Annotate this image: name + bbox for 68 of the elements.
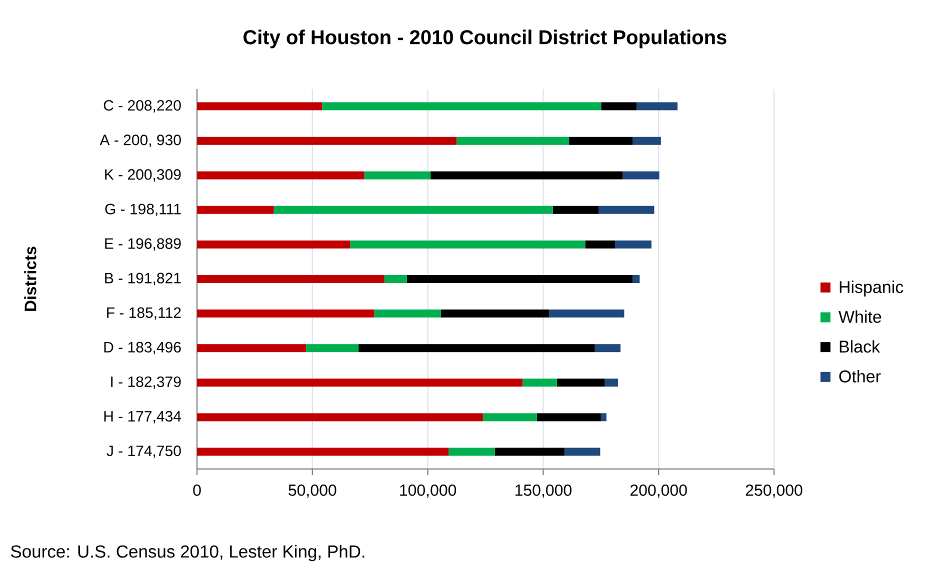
bar	[197, 310, 374, 318]
bar	[632, 136, 661, 145]
bar	[197, 171, 364, 180]
y-tick-label: J - 174,750	[106, 446, 181, 458]
bar	[322, 102, 602, 110]
bar	[430, 171, 623, 180]
bar	[384, 275, 407, 284]
bar	[600, 413, 606, 422]
chart-title: City of Houston - 2010 Council District Populations	[244, 30, 726, 48]
bar	[632, 275, 640, 284]
legend-label: Other	[839, 370, 881, 382]
y-tick-label: F - 185,112	[107, 307, 181, 320]
x-tick-label: 100,000	[400, 484, 456, 498]
bar	[482, 413, 537, 422]
legend-label: Hispanic	[840, 280, 904, 296]
bar	[197, 240, 350, 248]
bar	[548, 310, 624, 318]
y-axis-title: Districts	[24, 246, 36, 311]
bar	[358, 344, 595, 352]
x-tick-label: 200,000	[630, 484, 687, 498]
bar	[448, 448, 495, 456]
bar	[585, 240, 615, 248]
bar	[406, 275, 633, 284]
bar	[197, 344, 306, 352]
bar	[197, 206, 274, 214]
bar	[604, 378, 618, 387]
bar	[494, 448, 564, 456]
bar	[197, 448, 449, 456]
bar	[556, 378, 605, 387]
bar	[306, 344, 359, 352]
bar	[197, 136, 457, 145]
y-tick-label: H - 177,434	[104, 410, 182, 424]
bar	[598, 206, 654, 214]
y-tick-label: D - 183,496	[104, 342, 181, 354]
bar	[197, 102, 322, 110]
bar	[456, 136, 570, 145]
bar	[552, 206, 599, 214]
y-tick-label: C - 208,220	[104, 100, 181, 112]
bar	[197, 413, 483, 422]
bar	[536, 413, 601, 422]
y-tick-label: A - 200, 930	[100, 134, 181, 148]
x-tick-label: 0	[193, 484, 201, 496]
y-tick-label: K - 200,309	[105, 169, 181, 182]
bar	[197, 378, 523, 387]
bar	[440, 310, 549, 318]
source-note: Source: U.S. Census 2010, Lester King, PhD.	[10, 544, 364, 562]
x-tick-label: 150,000	[516, 484, 572, 498]
x-tick-label: 50,000	[288, 484, 336, 498]
bar	[364, 171, 431, 180]
bar	[569, 136, 633, 145]
bar	[564, 448, 600, 456]
bar	[274, 206, 553, 214]
y-tick-label: B - 191,821	[105, 272, 181, 286]
bar	[622, 171, 660, 180]
y-tick-label: G - 198,111	[105, 204, 181, 216]
bar	[601, 102, 637, 110]
legend-label: White	[838, 310, 882, 323]
bar	[374, 310, 441, 318]
bar	[350, 240, 586, 248]
x-tick-label: 250,000	[746, 484, 802, 498]
bar	[594, 344, 621, 352]
y-tick-label: E - 196,889	[105, 238, 181, 251]
y-tick-label: I - 182,379	[111, 376, 181, 389]
bar	[522, 378, 557, 387]
legend-label: Black	[840, 340, 880, 353]
bar	[197, 275, 384, 284]
bar	[614, 240, 652, 248]
bar	[636, 102, 678, 110]
